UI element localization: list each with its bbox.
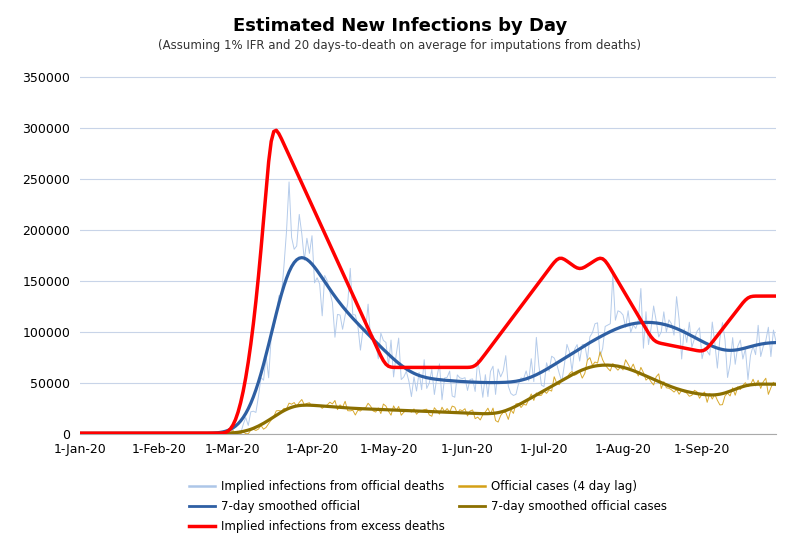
Line: Implied infections from official deaths: Implied infections from official deaths	[80, 182, 776, 434]
Legend: Implied infections from official deaths, 7-day smoothed official, Implied infect: Implied infections from official deaths,…	[184, 475, 672, 538]
Line: Official cases (4 day lag): Official cases (4 day lag)	[80, 352, 776, 434]
Text: Estimated New Infections by Day: Estimated New Infections by Day	[233, 17, 567, 34]
Line: 7-day smoothed official: 7-day smoothed official	[80, 257, 776, 433]
Line: Implied infections from excess deaths: Implied infections from excess deaths	[80, 130, 776, 433]
Line: 7-day smoothed official cases: 7-day smoothed official cases	[80, 365, 776, 434]
Text: (Assuming 1% IFR and 20 days-to-death on average for imputations from deaths): (Assuming 1% IFR and 20 days-to-death on…	[158, 39, 642, 52]
